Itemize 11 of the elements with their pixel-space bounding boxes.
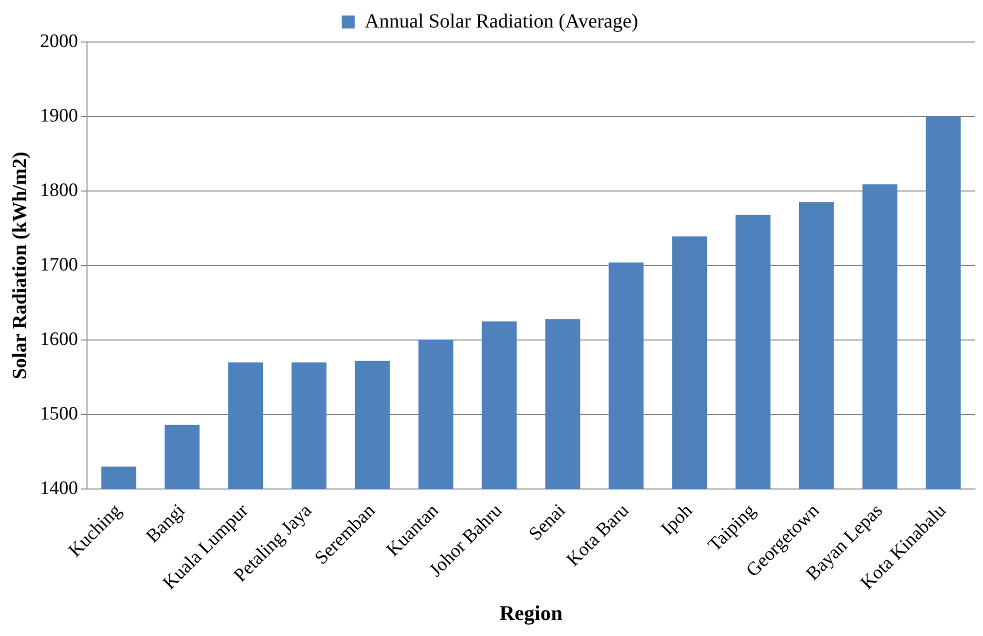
legend-label: Annual Solar Radiation (Average): [364, 10, 638, 32]
y-tick-label: 1800: [40, 180, 78, 201]
y-tick-label: 1500: [40, 403, 78, 424]
y-tick-label: 1400: [40, 478, 78, 499]
y-tick-label: 1600: [40, 328, 78, 350]
y-tick-label: 1900: [40, 105, 78, 126]
x-tick-label: Ipoh: [657, 500, 697, 540]
y-tick-label: 1700: [40, 254, 78, 276]
y-axis-title: Solar Radiation (kWh/m2): [9, 152, 32, 380]
x-axis-title: Region: [500, 600, 563, 625]
y-tick-label: 2000: [40, 30, 78, 52]
